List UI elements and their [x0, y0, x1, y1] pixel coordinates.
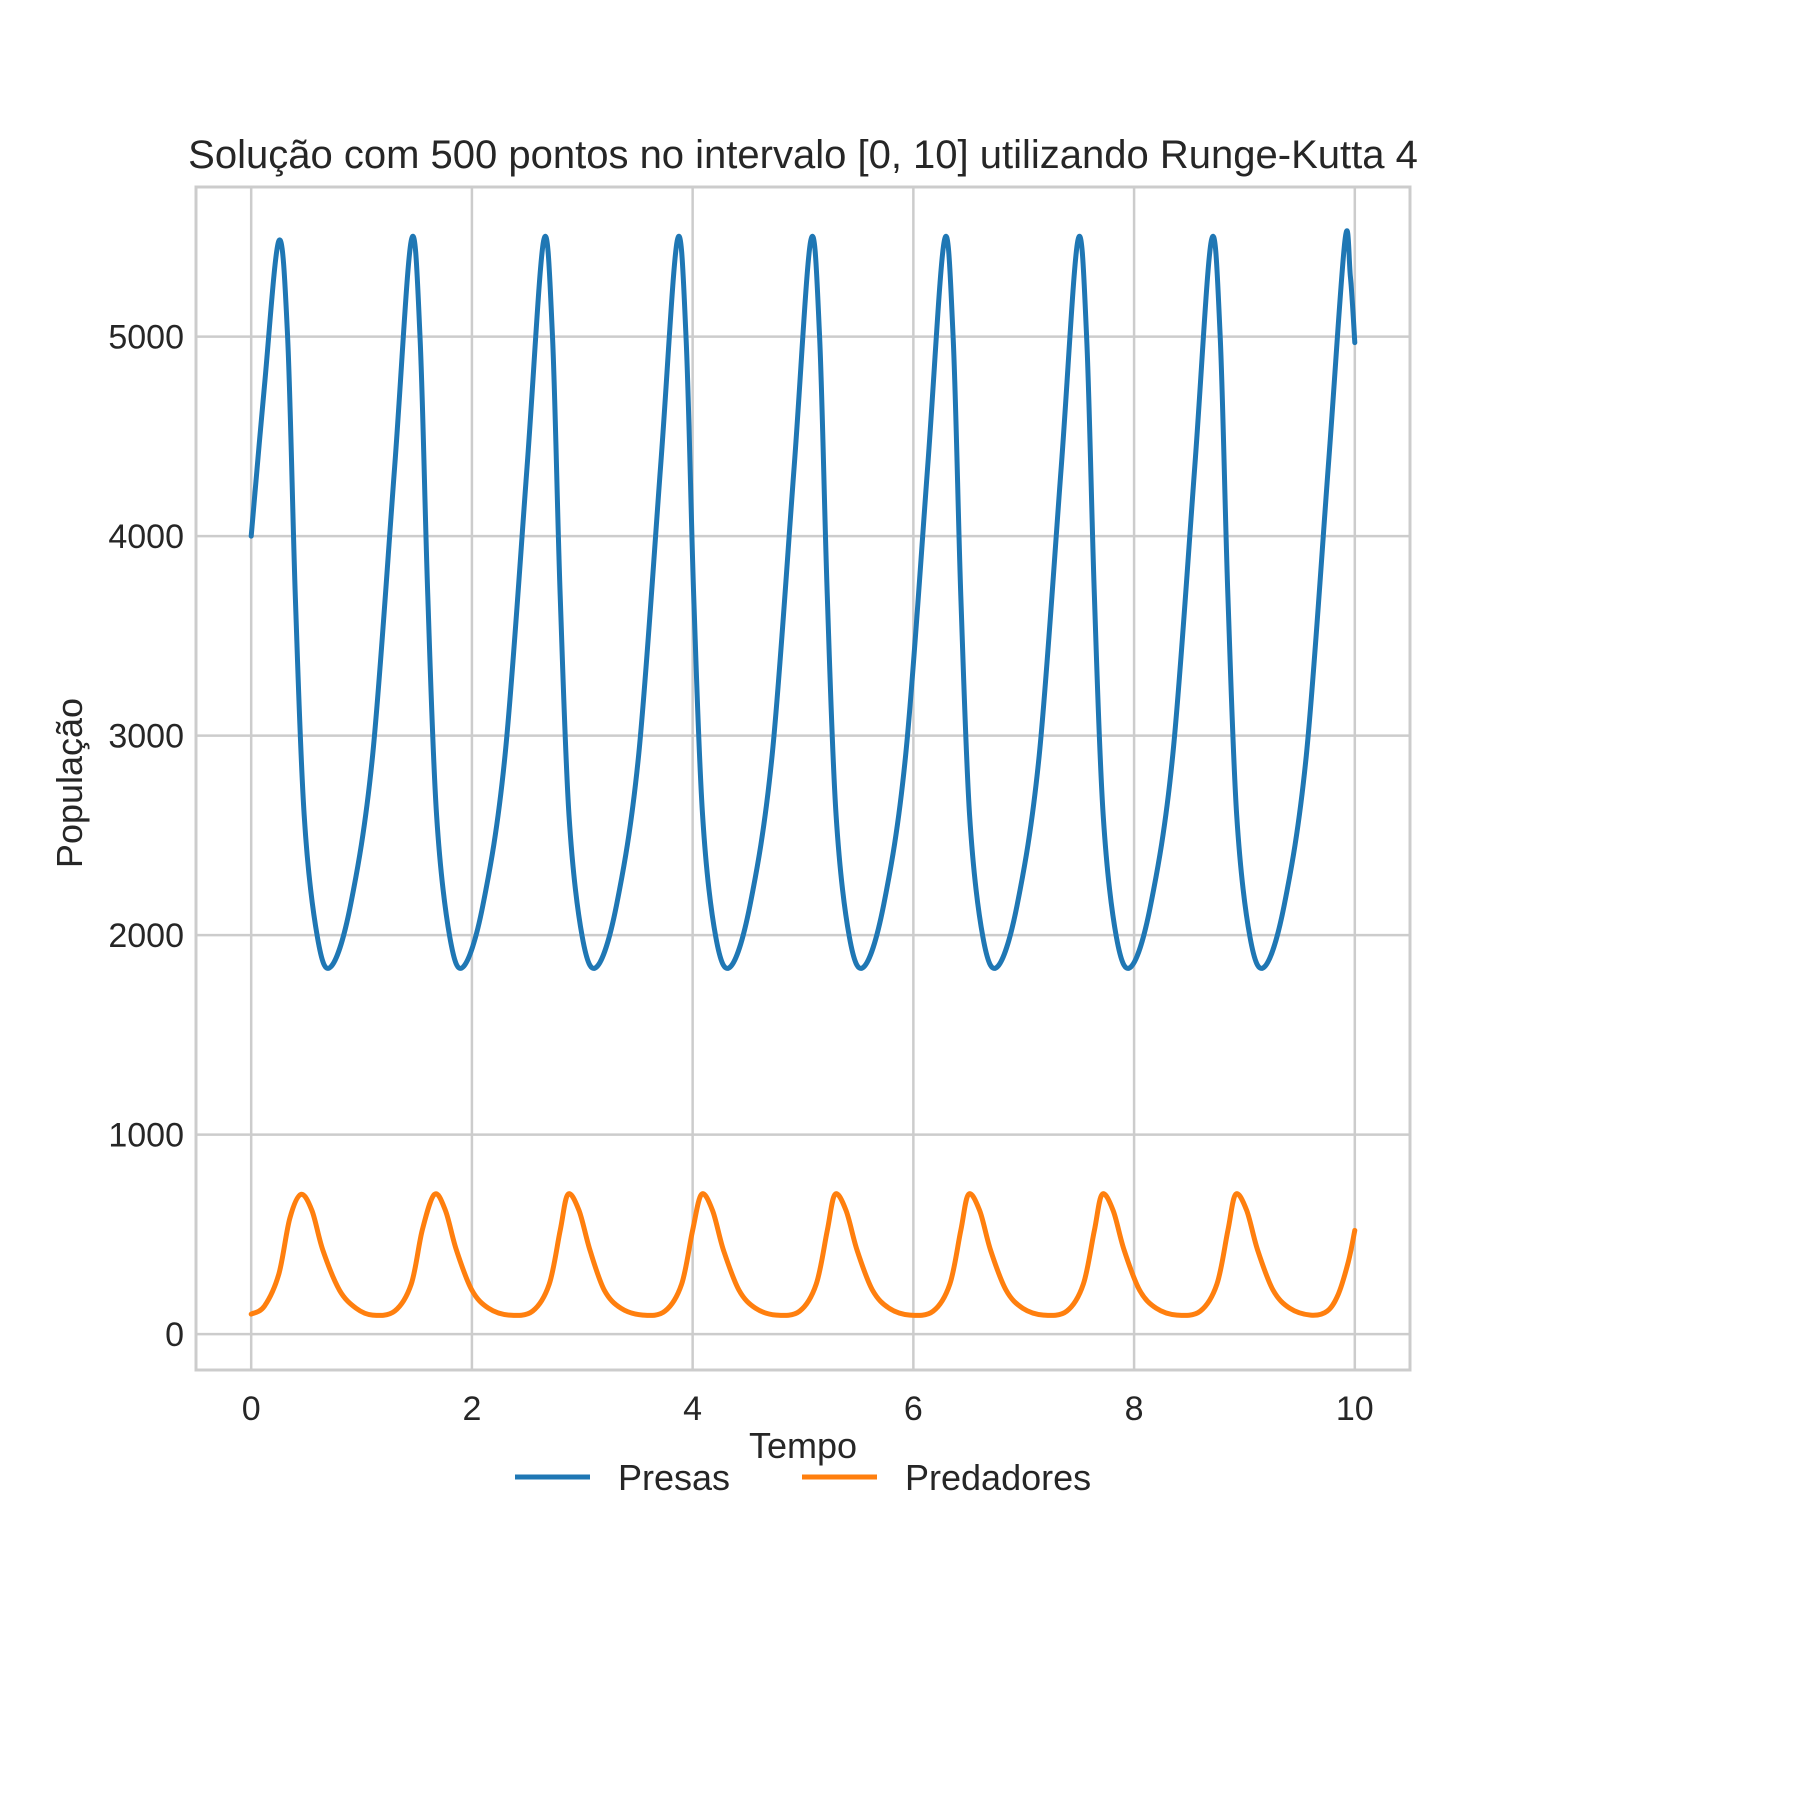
series-lines — [248, 228, 1358, 1318]
x-tick-label: 2 — [462, 1390, 481, 1428]
y-tick-label: 2000 — [108, 917, 184, 955]
x-axis-ticks: 0 2 4 6 8 10 — [242, 1390, 1374, 1428]
x-tick-label: 8 — [1125, 1390, 1144, 1428]
x-axis-label: Tempo — [749, 1425, 857, 1466]
gridlines — [196, 187, 1410, 1370]
x-tick-label: 0 — [242, 1390, 261, 1428]
legend: Presas Predadores — [515, 1457, 1091, 1498]
series-line-predadores — [248, 1191, 1358, 1318]
x-tick-label: 10 — [1336, 1390, 1374, 1428]
chart-title: Solução com 500 pontos no intervalo [0, … — [188, 133, 1418, 177]
legend-label-presas: Presas — [618, 1457, 730, 1498]
x-tick-label: 6 — [904, 1390, 923, 1428]
x-tick-label: 4 — [683, 1390, 702, 1428]
y-axis-ticks: 0 1000 2000 3000 4000 5000 — [108, 319, 184, 1354]
legend-label-predadores: Predadores — [905, 1457, 1091, 1498]
plot-frame — [194, 185, 1412, 1372]
y-tick-label: 3000 — [108, 718, 184, 756]
y-tick-label: 4000 — [108, 518, 184, 556]
y-axis-label: População — [49, 698, 90, 868]
y-tick-label: 1000 — [108, 1117, 184, 1155]
series-line-presas — [248, 228, 1358, 971]
y-tick-label: 0 — [165, 1316, 184, 1354]
y-tick-label: 5000 — [108, 319, 184, 357]
